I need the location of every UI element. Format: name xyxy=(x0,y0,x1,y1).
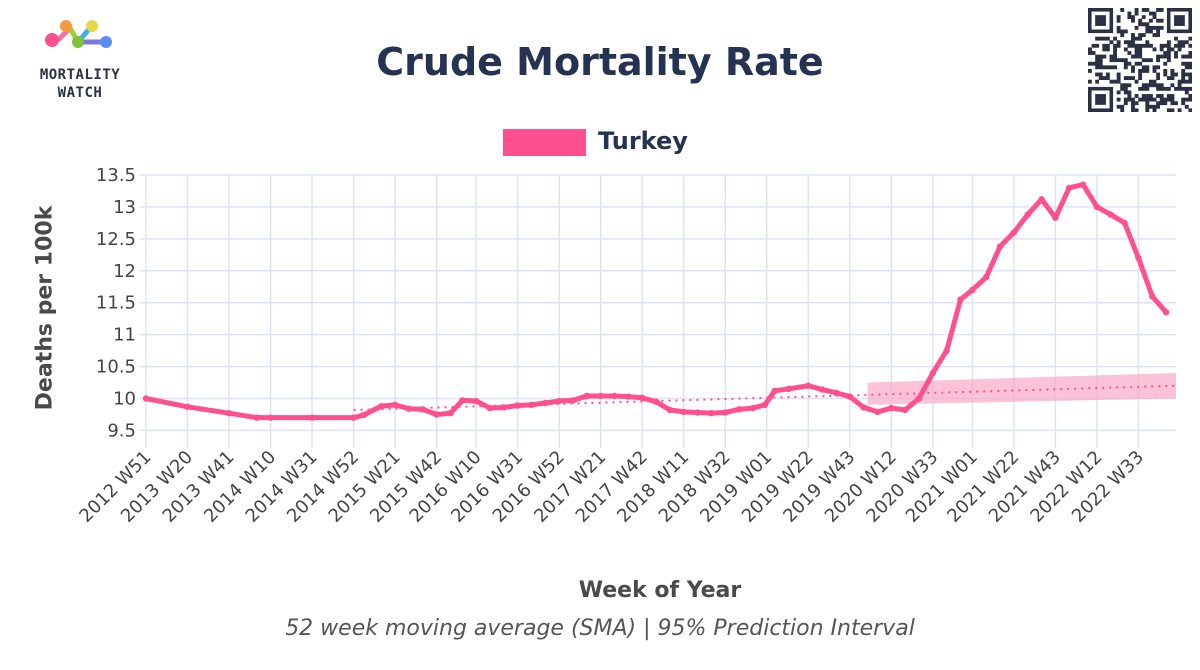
data-point xyxy=(1135,254,1142,262)
data-point xyxy=(447,409,454,417)
data-point xyxy=(1149,293,1156,300)
data-point xyxy=(761,401,768,409)
data-point xyxy=(433,411,440,418)
mortality-watch-logo: MORTALITY WATCH xyxy=(18,18,142,110)
data-point xyxy=(597,392,604,400)
data-point xyxy=(378,402,385,410)
data-point xyxy=(514,402,521,409)
data-point xyxy=(694,409,701,416)
data-point xyxy=(818,386,826,393)
data-point xyxy=(749,404,757,412)
y-tick-label: 12 xyxy=(113,261,136,282)
data-point xyxy=(929,369,937,377)
data-point xyxy=(1079,181,1087,188)
data-point xyxy=(528,401,535,409)
data-point xyxy=(957,296,964,303)
data-point xyxy=(350,414,357,421)
data-point xyxy=(500,404,508,411)
logo-text: MORTALITY WATCH xyxy=(18,66,142,102)
data-point xyxy=(969,286,976,294)
data-point xyxy=(1038,196,1045,203)
data-point xyxy=(996,243,1004,250)
logo-text-line1: MORTALITY xyxy=(39,67,121,83)
y-tick-label: 12.5 xyxy=(96,229,136,250)
y-tick-label: 11 xyxy=(113,325,136,346)
data-point xyxy=(569,397,577,404)
y-tick-label: 9.5 xyxy=(107,420,136,441)
data-point xyxy=(846,393,854,400)
data-point xyxy=(1093,203,1101,211)
data-point xyxy=(625,393,632,400)
chart-title: Crude Mortality Rate xyxy=(376,40,824,84)
data-point xyxy=(983,273,990,281)
data-point xyxy=(888,404,895,412)
logo-molecule-icon xyxy=(45,20,112,48)
data-point xyxy=(419,406,426,413)
data-point xyxy=(184,403,191,410)
y-tick-label: 13 xyxy=(113,197,136,218)
y-tick-label: 10.5 xyxy=(96,357,136,378)
data-point xyxy=(708,409,715,417)
data-point xyxy=(542,399,549,407)
data-point xyxy=(1024,211,1031,218)
data-point xyxy=(405,405,413,412)
data-point xyxy=(860,404,867,411)
data-point xyxy=(1107,211,1114,218)
data-point xyxy=(943,347,950,354)
chart-subtitle: 52 week moving average (SMA) | 95% Predi… xyxy=(285,616,915,641)
data-point xyxy=(360,411,367,419)
data-point xyxy=(253,414,260,421)
data-point xyxy=(805,382,812,389)
qr-code[interactable] xyxy=(1088,8,1192,112)
data-point xyxy=(785,385,792,393)
y-axis-label: Deaths per 100k xyxy=(32,205,58,411)
data-point xyxy=(391,401,399,409)
data-point xyxy=(1010,229,1018,236)
y-tick-label: 10 xyxy=(113,388,136,409)
data-point xyxy=(1162,309,1170,316)
prediction-interval-band xyxy=(867,372,1176,405)
data-point xyxy=(722,409,729,416)
legend-swatch xyxy=(503,129,586,156)
data-point xyxy=(901,406,909,414)
y-tick-label: 11.5 xyxy=(96,293,136,314)
data-point xyxy=(1066,184,1073,191)
data-point xyxy=(652,398,660,405)
data-point xyxy=(1052,214,1059,221)
data-point xyxy=(555,397,563,405)
data-point xyxy=(915,395,923,402)
data-point xyxy=(142,395,150,402)
data-point xyxy=(771,387,778,395)
data-point xyxy=(472,397,480,405)
data-point xyxy=(666,406,674,414)
data-point xyxy=(459,397,466,404)
logo-text-line2: WATCH xyxy=(57,85,103,101)
x-axis-label: Week of Year xyxy=(578,578,742,603)
data-point xyxy=(735,406,743,413)
data-point xyxy=(583,392,591,400)
y-tick-label: 13.5 xyxy=(96,165,136,186)
data-point xyxy=(680,408,687,416)
data-point xyxy=(308,414,316,421)
legend-label[interactable]: Turkey xyxy=(598,127,688,155)
data-point xyxy=(639,394,646,402)
data-point xyxy=(1121,219,1128,227)
data-point xyxy=(225,409,233,417)
data-point xyxy=(486,404,494,412)
data-point xyxy=(874,408,881,416)
data-point xyxy=(267,414,274,421)
data-point xyxy=(832,389,840,396)
data-point xyxy=(611,392,618,400)
